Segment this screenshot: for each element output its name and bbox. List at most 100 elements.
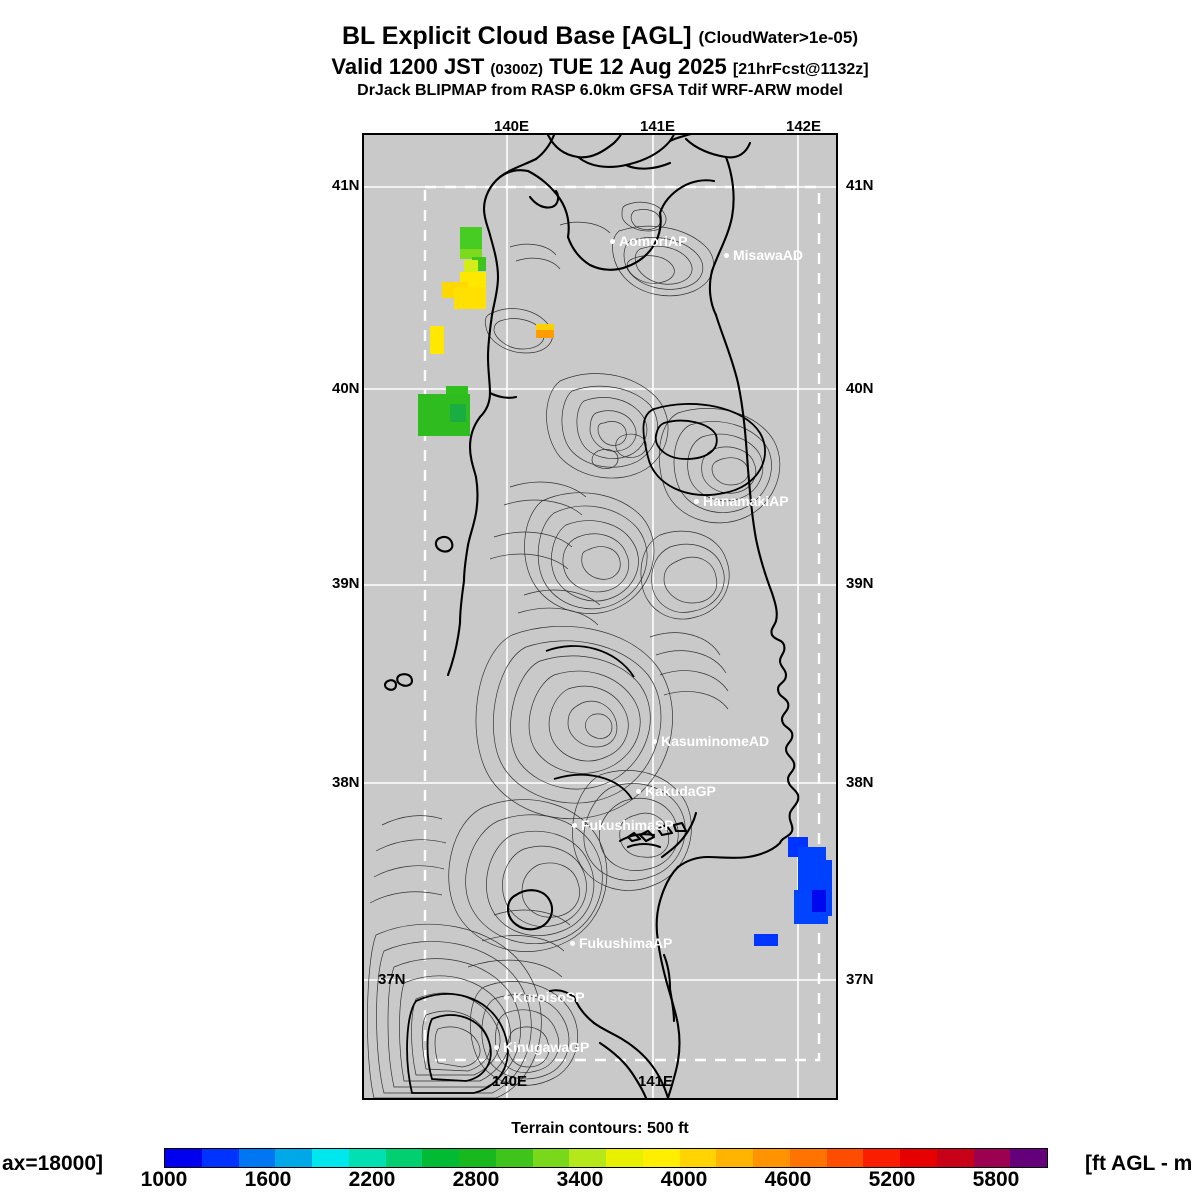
station-marker-icon xyxy=(494,1045,499,1050)
station-kakudagp[interactable]: KakudaGP xyxy=(636,784,716,798)
colorbar-segment-13 xyxy=(642,1149,680,1167)
colorbar-segment-0 xyxy=(165,1149,202,1167)
colorbar-segment-9 xyxy=(495,1149,533,1167)
station-marker-icon xyxy=(694,499,699,504)
page-title: BL Explicit Cloud Base [AGL] (CloudWater… xyxy=(0,22,1200,52)
colorbar-segment-22 xyxy=(973,1149,1011,1167)
data-cells-layer xyxy=(418,227,832,946)
station-marker-icon xyxy=(572,823,577,828)
colorbar-tick-2200: 2200 xyxy=(348,1168,396,1191)
lat-label-left-40n: 40N xyxy=(332,380,360,397)
station-kinugawagp[interactable]: KinugawaGP xyxy=(494,1040,589,1054)
station-marker-icon xyxy=(652,739,657,744)
station-label: FukushimaSP xyxy=(581,817,674,833)
station-label: AomoriAP xyxy=(619,233,688,249)
station-label: KakudaGP xyxy=(645,783,716,799)
title-main: BL Explicit Cloud Base [AGL] xyxy=(341,22,692,50)
station-label: KasuminomeAD xyxy=(661,733,770,749)
map-canvas[interactable]: 140E 141E 37N AomoriAP MisawaAD HanamakiAP… xyxy=(362,133,838,1100)
lat-label-left-37n: 37N xyxy=(378,971,406,988)
station-marker-icon xyxy=(610,239,615,244)
colorbar-tick-1000: 1000 xyxy=(140,1168,188,1191)
colorbar-segment-20 xyxy=(900,1149,937,1167)
station-fukushimaap[interactable]: FukushimaAP xyxy=(570,936,672,950)
colorbar-segment-11 xyxy=(569,1149,606,1167)
data-cell xyxy=(822,860,832,916)
data-cell xyxy=(430,326,444,354)
data-cell xyxy=(460,227,482,249)
lat-label-right-37n: 37N xyxy=(846,971,874,988)
valid-prefix: Valid 1200 JST xyxy=(331,53,485,79)
terrain-contours-bold xyxy=(406,403,766,1094)
colorbar-segment-7 xyxy=(422,1149,459,1167)
data-cell xyxy=(450,404,466,422)
station-marker-icon xyxy=(504,995,509,1000)
colorbar-segment-23 xyxy=(1010,1149,1047,1167)
colorbar-segment-19 xyxy=(863,1149,900,1167)
colorbar-tick-4000: 4000 xyxy=(660,1168,708,1191)
title-block: BL Explicit Cloud Base [AGL] (CloudWater… xyxy=(0,22,1200,101)
data-cell xyxy=(536,324,554,332)
station-misawaad[interactable]: MisawaAD xyxy=(724,248,803,262)
colorbar-segment-17 xyxy=(789,1149,827,1167)
data-cell xyxy=(754,934,778,946)
valid-time-line: Valid 1200 JST (0300Z) TUE 12 Aug 2025 [… xyxy=(0,54,1200,80)
lat-label-right-40n: 40N xyxy=(846,380,874,397)
colorbar-tick-labels: 1000 1600 2200 2800 3400 4000 4600 5200 5800 xyxy=(141,1168,1048,1198)
data-cell xyxy=(460,249,482,259)
data-cell xyxy=(536,330,554,338)
station-label: MisawaAD xyxy=(733,247,804,263)
colorbar-segment-8 xyxy=(459,1149,496,1167)
colorbar-segment-16 xyxy=(753,1149,790,1167)
model-line: DrJack BLIPMAP from RASP 6.0km GFSA Tdif… xyxy=(357,82,843,100)
colorbar-tick-4600: 4600 xyxy=(764,1168,812,1191)
lon-label-top-142e: 142E xyxy=(786,118,822,135)
station-hanamakiap[interactable]: HanamakiAP xyxy=(694,494,789,508)
valid-date: TUE 12 Aug 2025 xyxy=(549,53,727,79)
colorbar-segment-10 xyxy=(532,1149,570,1167)
lat-label-right-41n: 41N xyxy=(846,177,874,194)
terrain-contours xyxy=(367,201,781,1098)
colorbar[interactable] xyxy=(164,1148,1048,1168)
valid-utc: (0300Z) xyxy=(490,60,543,78)
data-cell xyxy=(798,847,826,891)
lon-label-top-140e: 140E xyxy=(494,118,530,135)
lon-label-bottom-140e: 140E xyxy=(492,1073,528,1090)
station-fukushimasp[interactable]: FukushimaSP xyxy=(572,818,674,832)
coastline xyxy=(383,135,800,1098)
station-kasuminomead[interactable]: KasuminomeAD xyxy=(652,734,769,748)
graticule-solid xyxy=(364,135,836,1098)
station-marker-icon xyxy=(724,253,729,258)
colorbar-segment-4 xyxy=(312,1149,349,1167)
colorbar-tick-3400: 3400 xyxy=(556,1168,604,1191)
lon-label-top-141e: 141E xyxy=(640,118,676,135)
colorbar-segment-12 xyxy=(606,1149,643,1167)
colorbar-segment-15 xyxy=(716,1149,753,1167)
colorbar-tick-5200: 5200 xyxy=(868,1168,916,1191)
station-label: KinugawaGP xyxy=(503,1039,590,1055)
lat-label-left-38n: 38N xyxy=(332,774,360,791)
station-aomoriap[interactable]: AomoriAP xyxy=(610,234,687,248)
lat-label-left-39n: 39N xyxy=(332,575,360,592)
colorbar-segment-18 xyxy=(826,1149,864,1167)
colorbar-segment-1 xyxy=(201,1149,239,1167)
lon-label-bottom-141e: 141E xyxy=(638,1073,674,1090)
map-graphics xyxy=(364,135,836,1098)
forecast-tag: [21hrFcst@1132z] xyxy=(732,60,869,78)
colorbar-segment-3 xyxy=(275,1149,312,1167)
colorbar-segment-2 xyxy=(238,1149,276,1167)
colorbar-segment-14 xyxy=(679,1149,717,1167)
station-marker-icon xyxy=(570,941,575,946)
terrain-contour-note: Terrain contours: 500 ft xyxy=(511,1120,689,1137)
data-cell xyxy=(812,890,826,912)
colorbar-left-text: ax=18000] xyxy=(2,1152,104,1175)
station-kuroisosp[interactable]: KuroisoSP xyxy=(504,990,585,1004)
colorbar-segment-21 xyxy=(936,1149,974,1167)
colorbar-tick-2800: 2800 xyxy=(452,1168,500,1191)
lat-label-right-39n: 39N xyxy=(846,575,874,592)
colorbar-tick-1600: 1600 xyxy=(244,1168,292,1191)
colorbar-units-label: [ft AGL - m xyxy=(1085,1152,1193,1175)
station-label: HanamakiAP xyxy=(703,493,789,509)
station-marker-icon xyxy=(636,789,641,794)
colorbar-tick-5800: 5800 xyxy=(972,1168,1020,1191)
